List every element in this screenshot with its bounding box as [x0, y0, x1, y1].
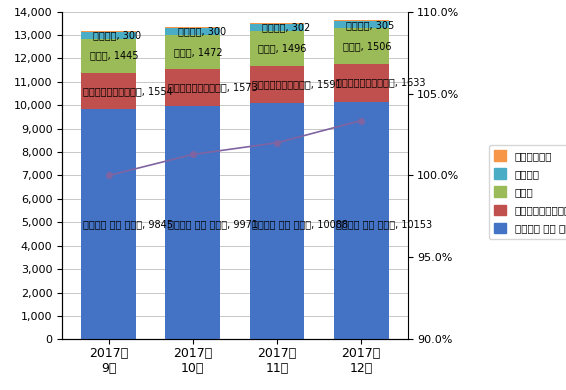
Text: カレコ, 1496: カレコ, 1496 — [259, 44, 307, 53]
Text: カリテコ, 302: カリテコ, 302 — [262, 23, 310, 32]
Text: カレコ, 1445: カレコ, 1445 — [90, 51, 139, 61]
Text: カリテコ, 300: カリテコ, 300 — [93, 30, 142, 40]
Bar — [250, 66, 305, 103]
Text: タイムズ カー プラス, 10088: タイムズ カー プラス, 10088 — [252, 220, 348, 230]
Text: オリックスカーシェア, 1591: オリックスカーシェア, 1591 — [252, 80, 341, 90]
Bar — [81, 32, 136, 39]
Bar — [81, 39, 136, 73]
Text: タイムズ カー プラス, 9971: タイムズ カー プラス, 9971 — [168, 220, 258, 230]
Bar — [165, 27, 220, 28]
Text: タイムズ カー プラス, 9845: タイムズ カー プラス, 9845 — [83, 220, 173, 230]
Text: オリックスカーシェア, 1633: オリックスカーシェア, 1633 — [336, 78, 426, 88]
Text: カリテコ, 305: カリテコ, 305 — [346, 20, 395, 30]
Bar — [250, 31, 305, 66]
Text: カレコ, 1472: カレコ, 1472 — [174, 47, 223, 57]
Bar — [165, 106, 220, 339]
Bar — [334, 20, 389, 21]
Bar — [334, 28, 389, 64]
Bar — [250, 23, 305, 24]
Text: タイムズ カー プラス, 10153: タイムズ カー プラス, 10153 — [336, 220, 432, 230]
Text: カレコ, 1506: カレコ, 1506 — [342, 41, 391, 51]
Text: カリテコ, 300: カリテコ, 300 — [178, 26, 226, 36]
Text: オリックスカーシェア, 1573: オリックスカーシェア, 1573 — [168, 83, 258, 92]
Legend: アース・カー, カリテコ, カレコ, オリックスカーシェア, タイムズ カー プラス: アース・カー, カリテコ, カレコ, オリックスカーシェア, タイムズ カー プ… — [488, 145, 566, 239]
Bar — [165, 28, 220, 35]
Bar — [81, 109, 136, 339]
Bar — [165, 69, 220, 106]
Bar — [250, 103, 305, 339]
Bar — [334, 64, 389, 102]
Bar — [81, 30, 136, 32]
Bar — [250, 24, 305, 31]
Text: オリックスカーシェア, 1554: オリックスカーシェア, 1554 — [83, 86, 173, 96]
Bar — [165, 35, 220, 69]
Bar — [334, 102, 389, 339]
Bar — [334, 21, 389, 28]
Bar — [81, 73, 136, 109]
